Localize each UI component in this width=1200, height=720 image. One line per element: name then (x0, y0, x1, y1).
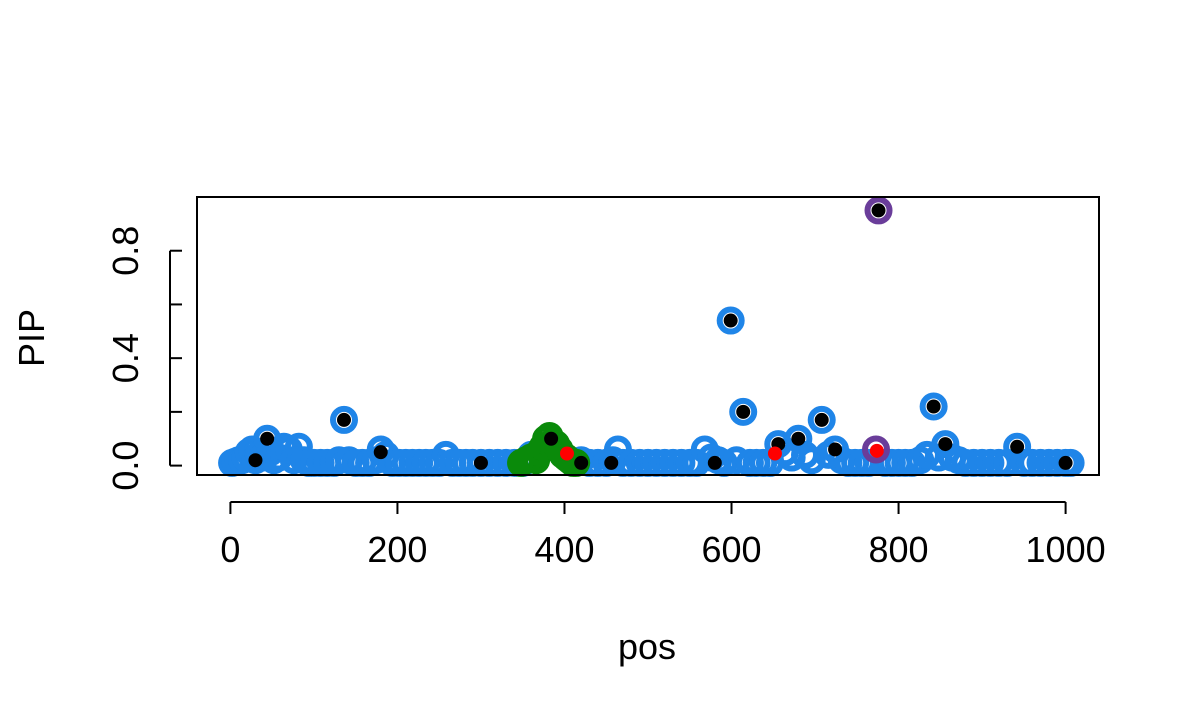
dot-point-3-15 (1058, 455, 1073, 470)
ring-point-0-73 (716, 306, 745, 335)
dot-point-3-5 (723, 313, 738, 328)
dot-point-4-2 (869, 443, 884, 458)
x-tick-label-2: 400 (534, 529, 594, 570)
dot-point-3-8 (791, 431, 806, 446)
dot-point-3-6 (736, 404, 751, 419)
plot-frame (196, 196, 1100, 476)
x-tick-label-5: 1000 (1026, 529, 1106, 570)
ring-point-0-103 (931, 430, 960, 459)
dot-point-3-12 (926, 399, 941, 414)
dot-point-3-0 (260, 431, 275, 446)
x-tick-label-1: 200 (367, 529, 427, 570)
dot-point-3-1 (336, 412, 351, 427)
ring-point-0-75 (729, 397, 758, 426)
dot-point-4-1 (767, 446, 782, 461)
dot-point-3-2 (373, 445, 388, 460)
dot-point-3-4 (544, 431, 559, 446)
x-tick-label-3: 600 (701, 529, 761, 570)
points-layer (218, 196, 1085, 477)
dot-point-4-0 (559, 446, 574, 461)
x-tick-label-0: 0 (220, 529, 240, 570)
dot-point-3-17 (574, 455, 589, 470)
dot-point-3-10 (828, 442, 843, 457)
x-axis: 0 200 400 600 800 1000 (220, 501, 1106, 570)
y-tick-label-0: 0.0 (105, 441, 146, 491)
dot-point-3-13 (938, 437, 953, 452)
y-tick-label-2: 0.4 (105, 333, 146, 383)
dot-point-3-9 (814, 412, 829, 427)
ring-point-0-101 (919, 392, 948, 421)
ring-point-2-1 (862, 435, 891, 464)
ring-point-0-25 (329, 405, 358, 434)
dot-point-3-18 (604, 455, 619, 470)
x-axis-label: pos (618, 626, 676, 667)
dot-point-3-3 (473, 455, 488, 470)
y-axis: 0.0 0.4 0.8 (105, 226, 182, 491)
x-tick-label-4: 800 (869, 529, 929, 570)
dot-point-3-14 (1010, 439, 1025, 454)
dot-point-3-11 (871, 203, 886, 218)
y-tick-label-4: 0.8 (105, 226, 146, 276)
ring-point-0-86 (807, 405, 836, 434)
dot-point-3-16 (248, 453, 263, 468)
y-axis-label: PIP (11, 309, 52, 367)
ring-point-2-0 (864, 196, 893, 225)
dot-point-3-19 (707, 455, 722, 470)
ring-point-0-85 (797, 446, 826, 475)
